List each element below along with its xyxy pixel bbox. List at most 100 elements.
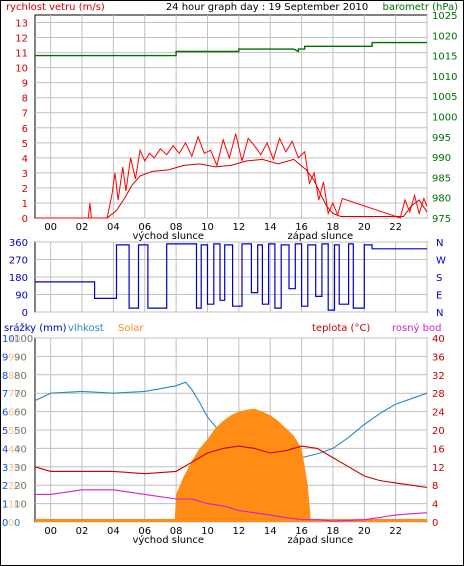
baro-line bbox=[35, 41, 427, 57]
direction-tick-label: 0 bbox=[22, 308, 28, 319]
sunrise-label: východ slunce bbox=[132, 230, 204, 242]
x-tick-label: 06 bbox=[138, 222, 151, 233]
wind-tick-label: 3 bbox=[22, 169, 28, 180]
solar-tick-label: 1000 bbox=[8, 334, 33, 345]
baro-tick-label: 1015 bbox=[432, 52, 457, 63]
humidity-tick-label: 20 bbox=[14, 481, 27, 492]
x-tick-label: 22 bbox=[389, 526, 402, 537]
baro-axis-label: barometr (hPa) bbox=[383, 2, 459, 13]
plot-area-1 bbox=[34, 14, 428, 219]
x-tick-label: 08 bbox=[170, 222, 183, 233]
rain-tick-label: 3 bbox=[2, 463, 8, 474]
humidity-tick-label: 70 bbox=[14, 389, 27, 400]
baro-tick-label: 975 bbox=[432, 214, 451, 225]
sunrise-label: východ slunce bbox=[132, 534, 204, 546]
rain-tick-label: 8 bbox=[2, 371, 8, 382]
solar-tick-label: 100 bbox=[8, 500, 27, 511]
x-tick-label: 18 bbox=[327, 222, 340, 233]
compass-label: N bbox=[436, 238, 443, 249]
temp-tick-label: 24 bbox=[432, 408, 445, 419]
rain-tick-label: 2 bbox=[2, 481, 8, 492]
x-tick-label: 12 bbox=[232, 222, 245, 233]
x-tick-label: 10 bbox=[201, 526, 214, 537]
compass-label: S bbox=[436, 273, 442, 284]
solar-area bbox=[35, 408, 427, 522]
temp-line bbox=[34, 445, 428, 489]
x-tick-label: 08 bbox=[170, 526, 183, 537]
x-tick-label: 16 bbox=[295, 222, 308, 233]
temp-tick-label: 0 bbox=[432, 518, 438, 529]
temp-tick-label: 36 bbox=[432, 352, 445, 363]
temp-tick-label: 8 bbox=[432, 481, 438, 492]
humidity-axis-label: vlhkost bbox=[68, 323, 104, 334]
baro-tick-label: 985 bbox=[432, 173, 451, 184]
wind-tick-label: 12 bbox=[15, 34, 28, 45]
solar-tick-label: 0 bbox=[8, 518, 14, 529]
temp-axis-label: teplota (°C) bbox=[312, 323, 370, 334]
solar-tick-label: 700 bbox=[8, 389, 27, 400]
x-tick-label: 22 bbox=[389, 222, 402, 233]
baro-tick-label: 995 bbox=[432, 133, 451, 144]
direction-tick-label: 90 bbox=[15, 291, 28, 302]
rain-axis-label: srážky (mm) bbox=[4, 322, 67, 334]
wind-tick-label: 0 bbox=[22, 214, 28, 225]
solar-tick-label: 200 bbox=[8, 481, 27, 492]
wind-tick-label: 9 bbox=[22, 79, 28, 90]
baro-tick-label: 980 bbox=[432, 194, 451, 205]
direction-tick-label: 270 bbox=[9, 256, 28, 267]
x-tick-label: 00 bbox=[44, 222, 57, 233]
temp-tick-label: 4 bbox=[432, 500, 438, 511]
x-tick-label: 04 bbox=[107, 526, 120, 537]
baro-tick-label: 1020 bbox=[432, 31, 457, 42]
wind-tick-label: 7 bbox=[22, 109, 28, 120]
wind-tick-label: 2 bbox=[22, 184, 28, 195]
humidity-tick-label: 80 bbox=[14, 371, 27, 382]
x-tick-label: 18 bbox=[327, 526, 340, 537]
compass-label: E bbox=[436, 291, 442, 302]
x-tick-label: 14 bbox=[264, 222, 277, 233]
humidity-tick-label: 10 bbox=[14, 500, 27, 511]
x-tick-label: 16 bbox=[295, 526, 308, 537]
baro-tick-label: 990 bbox=[432, 153, 451, 164]
temp-tick-label: 16 bbox=[432, 444, 445, 455]
humidity-tick-label: 60 bbox=[14, 408, 27, 419]
rain-tick-label: 6 bbox=[2, 408, 8, 419]
wind-tick-label: 5 bbox=[22, 139, 28, 150]
solar-axis-label: Solar bbox=[118, 323, 144, 334]
compass-label: W bbox=[436, 256, 446, 267]
direction-tick-label: 360 bbox=[9, 238, 28, 249]
wind-line bbox=[35, 158, 428, 219]
x-tick-label: 04 bbox=[107, 222, 120, 233]
gust-line bbox=[35, 133, 428, 219]
x-tick-label: 14 bbox=[264, 526, 277, 537]
sunset-label: západ slunce bbox=[288, 230, 354, 242]
dew-axis-label: rosný bod bbox=[392, 322, 441, 334]
rain-tick-label: 4 bbox=[2, 444, 8, 455]
rain-tick-label: 9 bbox=[2, 352, 8, 363]
sunset-label: západ slunce bbox=[288, 534, 354, 546]
solar-tick-label: 400 bbox=[8, 444, 27, 455]
rain-tick-label: 5 bbox=[2, 426, 8, 437]
direction-tick-label: 180 bbox=[9, 273, 28, 284]
rain-tick-label: 7 bbox=[2, 389, 8, 400]
rain-tick-label: 0 bbox=[2, 518, 8, 529]
x-tick-label: 06 bbox=[138, 526, 151, 537]
solar-baseline-strip bbox=[35, 519, 427, 522]
rain-tick-label: 10 bbox=[2, 334, 15, 345]
baro-tick-label: 1000 bbox=[432, 113, 457, 124]
x-tick-label: 20 bbox=[358, 222, 371, 233]
humidity-tick-label: 0 bbox=[14, 518, 20, 529]
wind-tick-label: 10 bbox=[15, 64, 28, 75]
wind-tick-label: 6 bbox=[22, 124, 28, 135]
wind-tick-label: 8 bbox=[22, 94, 28, 105]
baro-tick-label: 1005 bbox=[432, 92, 457, 103]
compass-label: N bbox=[436, 308, 443, 319]
solar-tick-label: 800 bbox=[8, 371, 27, 382]
solar-tick-label: 600 bbox=[8, 408, 27, 419]
chart-title: 24 hour graph day : 19 September 2010 bbox=[166, 2, 368, 13]
direction-line bbox=[35, 243, 427, 311]
x-tick-label: 02 bbox=[76, 222, 89, 233]
baro-tick-label: 1025 bbox=[432, 11, 457, 22]
humidity-tick-label: 90 bbox=[14, 352, 27, 363]
